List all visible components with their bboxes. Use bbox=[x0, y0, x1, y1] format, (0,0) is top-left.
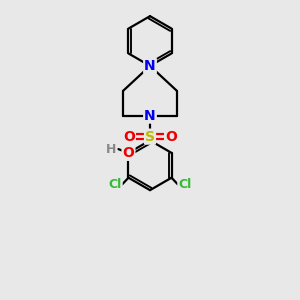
Text: Cl: Cl bbox=[109, 178, 122, 191]
Text: O: O bbox=[165, 130, 177, 144]
Text: N: N bbox=[144, 59, 156, 73]
Text: Cl: Cl bbox=[178, 178, 191, 191]
Text: S: S bbox=[145, 130, 155, 144]
Text: N: N bbox=[144, 109, 156, 123]
Text: O: O bbox=[123, 130, 135, 144]
Text: O: O bbox=[122, 146, 134, 160]
Text: H: H bbox=[106, 142, 116, 155]
